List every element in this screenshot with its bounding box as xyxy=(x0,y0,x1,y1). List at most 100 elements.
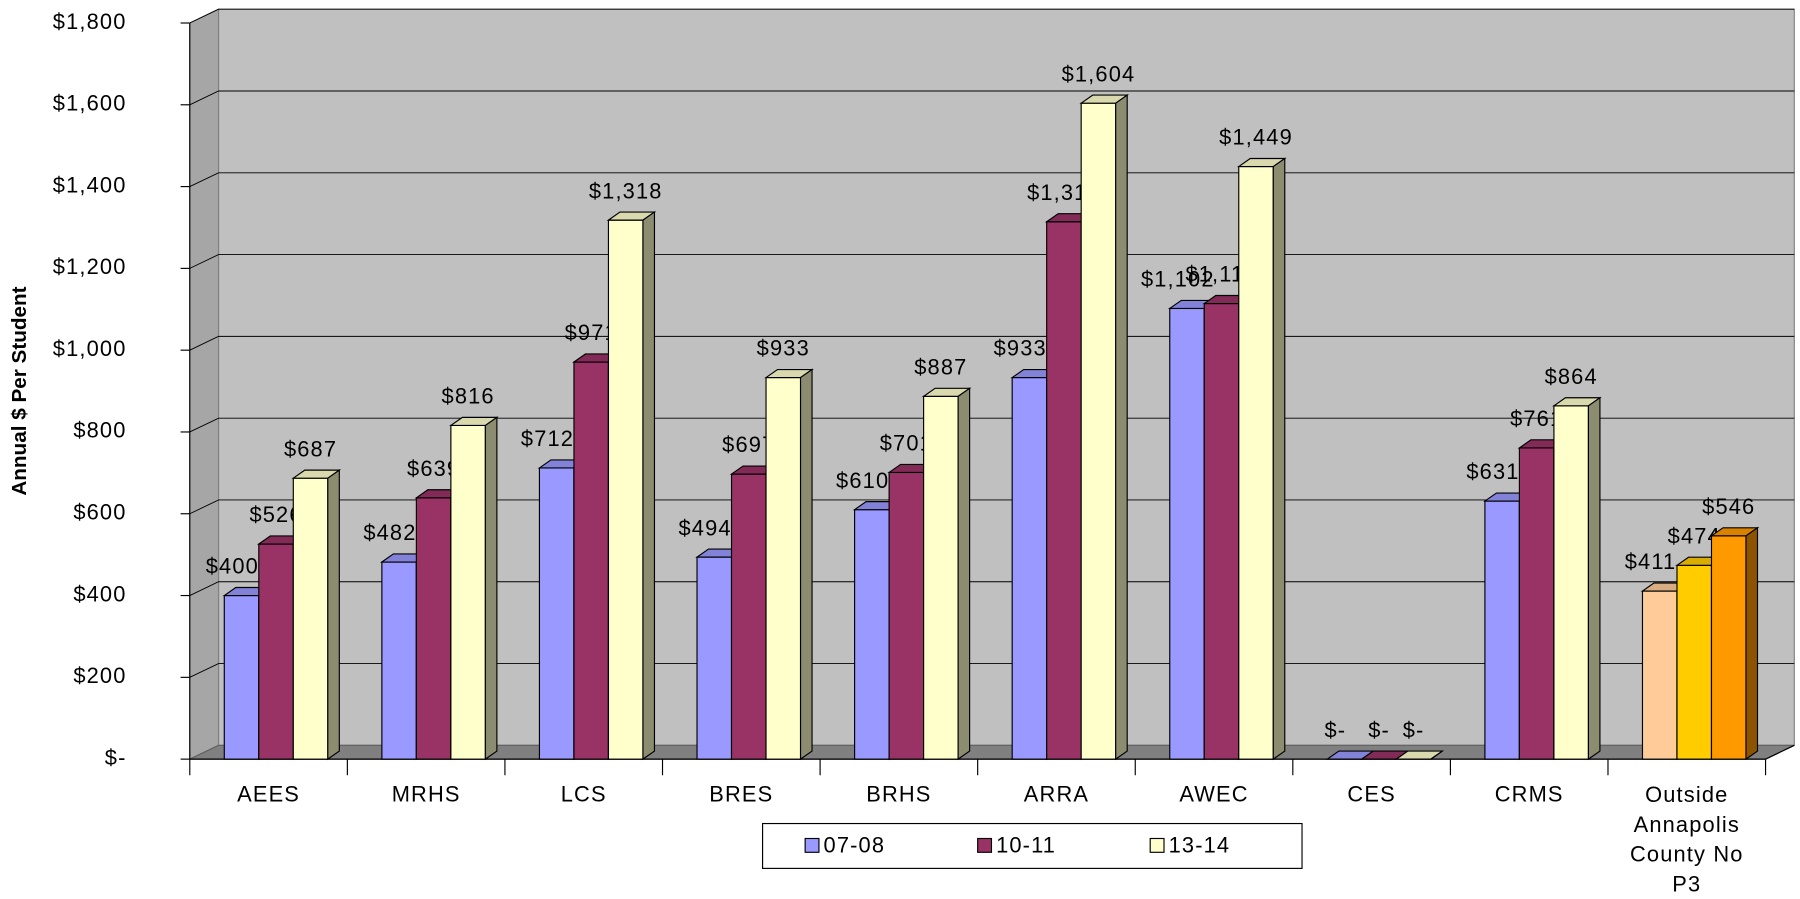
bar-front xyxy=(1238,165,1274,760)
plot: Annual $ Per Student $- $200 $400 $600 $800 $… xyxy=(8,8,1795,897)
value-label: $933 xyxy=(994,336,1047,361)
value-label: $- xyxy=(1368,717,1390,742)
bar-front xyxy=(538,467,575,760)
bar-front xyxy=(1676,564,1713,760)
x-tick-label: AWEC xyxy=(1179,782,1248,807)
x-tick-label: LCS xyxy=(561,782,607,807)
value-label: $494 xyxy=(678,515,731,540)
bar-front xyxy=(258,543,294,760)
value-label: $864 xyxy=(1545,364,1598,389)
bar-front xyxy=(1484,500,1520,760)
value-label: $- xyxy=(1325,717,1347,742)
bar xyxy=(1394,750,1445,760)
value-label: $546 xyxy=(1702,494,1755,519)
bar-side xyxy=(1430,750,1443,760)
x-tick-label: BRHS xyxy=(866,782,931,807)
grid-line xyxy=(189,90,1795,106)
value-label: $400 xyxy=(206,554,259,579)
legend-label: 10-11 xyxy=(996,832,1056,857)
value-label: $1,604 xyxy=(1062,61,1136,86)
bar xyxy=(1236,157,1287,761)
bar xyxy=(1079,94,1130,761)
x-tick-label: AEES xyxy=(237,782,300,807)
bar-side xyxy=(327,469,340,761)
legend-label: 13-14 xyxy=(1169,832,1231,857)
y-tick-label: $1,400 xyxy=(53,172,127,197)
bar-front xyxy=(1641,590,1678,760)
value-label: $1,102 xyxy=(1141,267,1215,292)
y-tick-label: $1,000 xyxy=(53,336,127,361)
bar-side xyxy=(1745,526,1759,761)
value-label: $1,318 xyxy=(589,178,663,203)
value-label: $482 xyxy=(363,520,416,545)
bar-front xyxy=(450,424,486,760)
y-tick-label: $600 xyxy=(73,500,126,525)
bar-front xyxy=(854,509,890,760)
value-label: $- xyxy=(1403,717,1425,742)
bar-front xyxy=(415,497,452,760)
value-label: $816 xyxy=(442,384,495,409)
x-tick-label: MRHS xyxy=(392,782,461,807)
bar-front xyxy=(1080,102,1117,760)
y-tick-label: $1,200 xyxy=(53,254,127,279)
bar xyxy=(1709,526,1760,761)
bar-front xyxy=(1518,447,1555,760)
bar-side xyxy=(1587,396,1601,761)
x-tick-label: ARRA xyxy=(1024,782,1089,807)
legend-swatch xyxy=(977,837,993,853)
y-tick-label: $800 xyxy=(73,418,126,443)
y-tick-label: $1,600 xyxy=(53,91,127,116)
x-tick-label: Outside Annapolis County No P3 xyxy=(1630,782,1744,897)
bar xyxy=(291,469,342,761)
bar-front xyxy=(765,376,802,760)
y-tick-label: $- xyxy=(105,745,127,770)
bar-side xyxy=(642,210,656,761)
bar xyxy=(921,387,972,761)
value-label: $687 xyxy=(284,436,337,461)
value-label: $933 xyxy=(757,336,810,361)
x-tick-label: CRMS xyxy=(1495,782,1564,807)
value-label: $887 xyxy=(914,355,967,380)
side-wall xyxy=(189,8,220,761)
y-axis-title: Annual $ Per Student xyxy=(8,286,31,495)
bar-side xyxy=(957,387,971,761)
legend: 07-08 10-11 13-14 xyxy=(762,822,1303,869)
bar xyxy=(1552,396,1602,761)
bar-front xyxy=(1710,535,1747,760)
bar xyxy=(606,210,657,761)
bar-front xyxy=(730,473,767,760)
legend-label: 07-08 xyxy=(824,832,886,857)
value-label: $411 xyxy=(1625,549,1677,574)
legend-box xyxy=(762,822,1303,869)
bar-side xyxy=(799,368,813,761)
bar-front xyxy=(1011,376,1048,760)
bar-front xyxy=(696,556,733,760)
y-tick-label: $400 xyxy=(73,581,126,606)
grid-line xyxy=(189,8,1795,24)
bar-front xyxy=(923,395,959,760)
bar-front xyxy=(573,361,610,760)
x-tick-label: CES xyxy=(1347,782,1395,807)
legend-swatch xyxy=(804,837,820,853)
bar xyxy=(764,368,814,761)
bar-front xyxy=(1203,302,1240,760)
bar-front xyxy=(1046,221,1082,760)
bar-front xyxy=(292,477,329,760)
value-label: $1,449 xyxy=(1219,125,1293,150)
value-label: $610 xyxy=(836,468,889,493)
y-tick-label: $200 xyxy=(73,663,126,688)
bar-front xyxy=(1169,307,1205,760)
value-label: $712 xyxy=(521,426,574,451)
value-label: $631 xyxy=(1466,459,1519,484)
bar-side xyxy=(1272,157,1286,761)
bar-front xyxy=(1553,405,1590,760)
legend-swatch xyxy=(1149,837,1165,853)
bar-front xyxy=(888,471,925,760)
bar xyxy=(449,416,499,761)
bar-side xyxy=(484,416,498,761)
y-tick-label: $1,800 xyxy=(53,9,127,34)
x-tick-label: BRES xyxy=(709,782,773,807)
bar-side xyxy=(1115,94,1128,761)
bar-front xyxy=(223,594,260,760)
